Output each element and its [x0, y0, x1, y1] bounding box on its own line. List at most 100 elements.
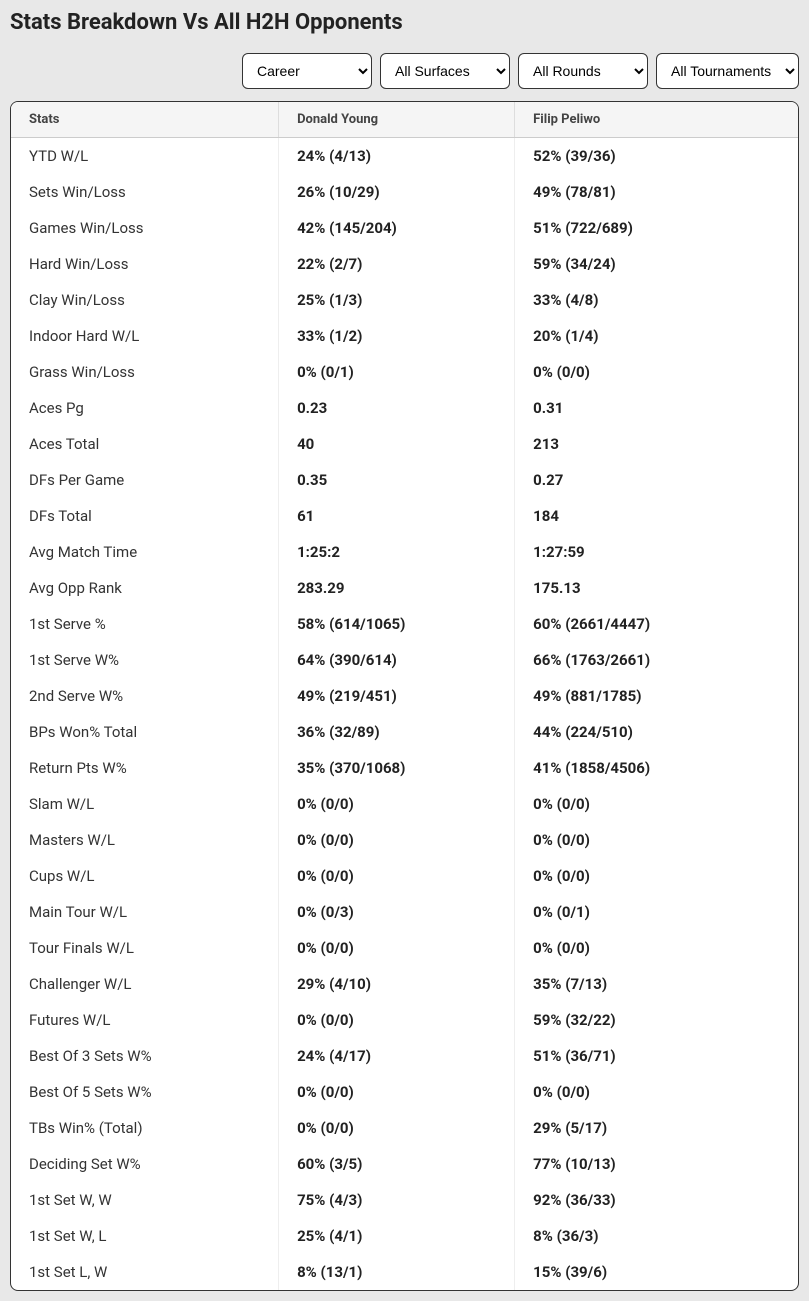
player1-value: 0% (0/0)	[279, 1074, 515, 1110]
stat-label: Games Win/Loss	[11, 210, 279, 246]
stat-label: TBs Win% (Total)	[11, 1110, 279, 1146]
player2-value: 51% (722/689)	[515, 210, 798, 246]
player2-value: 0% (0/0)	[515, 786, 798, 822]
table-row: Slam W/L0% (0/0)0% (0/0)	[11, 786, 798, 822]
player1-value: 0% (0/3)	[279, 894, 515, 930]
player1-value: 26% (10/29)	[279, 174, 515, 210]
player1-value: 75% (4/3)	[279, 1182, 515, 1218]
player2-value: 49% (881/1785)	[515, 678, 798, 714]
table-row: 2nd Serve W%49% (219/451)49% (881/1785)	[11, 678, 798, 714]
player1-value: 1:25:2	[279, 534, 515, 570]
player1-value: 42% (145/204)	[279, 210, 515, 246]
player1-value: 0% (0/0)	[279, 822, 515, 858]
player2-value: 0.27	[515, 462, 798, 498]
table-row: TBs Win% (Total)0% (0/0)29% (5/17)	[11, 1110, 798, 1146]
table-row: Avg Opp Rank283.29175.13	[11, 570, 798, 606]
table-row: Indoor Hard W/L33% (1/2)20% (1/4)	[11, 318, 798, 354]
table-row: 1st Set W, L25% (4/1)8% (36/3)	[11, 1218, 798, 1254]
player2-value: 60% (2661/4447)	[515, 606, 798, 642]
table-row: Hard Win/Loss22% (2/7)59% (34/24)	[11, 246, 798, 282]
player2-value: 66% (1763/2661)	[515, 642, 798, 678]
player2-value: 184	[515, 498, 798, 534]
stat-label: DFs Total	[11, 498, 279, 534]
player2-value: 92% (36/33)	[515, 1182, 798, 1218]
player2-value: 59% (34/24)	[515, 246, 798, 282]
stat-label: Best Of 5 Sets W%	[11, 1074, 279, 1110]
stat-label: Clay Win/Loss	[11, 282, 279, 318]
table-row: Futures W/L0% (0/0)59% (32/22)	[11, 1002, 798, 1038]
stat-label: Sets Win/Loss	[11, 174, 279, 210]
stat-label: DFs Per Game	[11, 462, 279, 498]
player2-value: 175.13	[515, 570, 798, 606]
stat-label: Return Pts W%	[11, 750, 279, 786]
player2-value: 8% (36/3)	[515, 1218, 798, 1254]
table-header-row: Stats Donald Young Filip Peliwo	[11, 102, 798, 138]
page-title: Stats Breakdown Vs All H2H Opponents	[10, 10, 799, 35]
player1-value: 33% (1/2)	[279, 318, 515, 354]
player1-value: 0% (0/0)	[279, 1110, 515, 1146]
player2-value: 51% (36/71)	[515, 1038, 798, 1074]
surface-select[interactable]: All Surfaces	[380, 53, 510, 89]
stat-label: Avg Match Time	[11, 534, 279, 570]
table-row: DFs Per Game0.350.27	[11, 462, 798, 498]
player2-value: 213	[515, 426, 798, 462]
player1-value: 283.29	[279, 570, 515, 606]
round-select[interactable]: All Rounds	[518, 53, 648, 89]
player1-value: 61	[279, 498, 515, 534]
stat-label: Futures W/L	[11, 1002, 279, 1038]
filters-row: Career All Surfaces All Rounds All Tourn…	[10, 53, 799, 89]
stat-label: 1st Set W, L	[11, 1218, 279, 1254]
table-row: BPs Won% Total36% (32/89)44% (224/510)	[11, 714, 798, 750]
tournament-select[interactable]: All Tournaments	[656, 53, 799, 89]
table-row: Challenger W/L29% (4/10)35% (7/13)	[11, 966, 798, 1002]
stats-table-container: Stats Donald Young Filip Peliwo YTD W/L2…	[10, 101, 799, 1291]
player2-value: 0% (0/0)	[515, 1074, 798, 1110]
player2-value: 0% (0/0)	[515, 858, 798, 894]
col-player2-header: Filip Peliwo	[515, 102, 798, 138]
stat-label: Deciding Set W%	[11, 1146, 279, 1182]
table-row: Deciding Set W%60% (3/5)77% (10/13)	[11, 1146, 798, 1182]
player1-value: 0.23	[279, 390, 515, 426]
player1-value: 25% (1/3)	[279, 282, 515, 318]
stat-label: Tour Finals W/L	[11, 930, 279, 966]
table-row: Return Pts W%35% (370/1068)41% (1858/450…	[11, 750, 798, 786]
player1-value: 8% (13/1)	[279, 1254, 515, 1290]
period-select[interactable]: Career	[242, 53, 372, 89]
table-row: 1st Set L, W8% (13/1)15% (39/6)	[11, 1254, 798, 1290]
stat-label: Masters W/L	[11, 822, 279, 858]
player2-value: 29% (5/17)	[515, 1110, 798, 1146]
player1-value: 0% (0/0)	[279, 930, 515, 966]
stat-label: BPs Won% Total	[11, 714, 279, 750]
player2-value: 15% (39/6)	[515, 1254, 798, 1290]
stat-label: Indoor Hard W/L	[11, 318, 279, 354]
table-row: Cups W/L0% (0/0)0% (0/0)	[11, 858, 798, 894]
table-row: Games Win/Loss42% (145/204)51% (722/689)	[11, 210, 798, 246]
table-row: Clay Win/Loss25% (1/3)33% (4/8)	[11, 282, 798, 318]
player2-value: 33% (4/8)	[515, 282, 798, 318]
stat-label: Cups W/L	[11, 858, 279, 894]
player1-value: 29% (4/10)	[279, 966, 515, 1002]
table-row: Aces Total40213	[11, 426, 798, 462]
player2-value: 49% (78/81)	[515, 174, 798, 210]
player2-value: 41% (1858/4506)	[515, 750, 798, 786]
table-row: Aces Pg0.230.31	[11, 390, 798, 426]
player1-value: 64% (390/614)	[279, 642, 515, 678]
player1-value: 0% (0/0)	[279, 1002, 515, 1038]
player1-value: 24% (4/17)	[279, 1038, 515, 1074]
stat-label: YTD W/L	[11, 138, 279, 175]
player1-value: 58% (614/1065)	[279, 606, 515, 642]
stat-label: Slam W/L	[11, 786, 279, 822]
table-row: Best Of 5 Sets W%0% (0/0)0% (0/0)	[11, 1074, 798, 1110]
table-row: Best Of 3 Sets W%24% (4/17)51% (36/71)	[11, 1038, 798, 1074]
stat-label: Challenger W/L	[11, 966, 279, 1002]
player1-value: 36% (32/89)	[279, 714, 515, 750]
stat-label: Grass Win/Loss	[11, 354, 279, 390]
player2-value: 35% (7/13)	[515, 966, 798, 1002]
player2-value: 0.31	[515, 390, 798, 426]
stat-label: Main Tour W/L	[11, 894, 279, 930]
player2-value: 0% (0/0)	[515, 930, 798, 966]
table-row: Main Tour W/L0% (0/3)0% (0/1)	[11, 894, 798, 930]
player2-value: 77% (10/13)	[515, 1146, 798, 1182]
stat-label: 1st Set W, W	[11, 1182, 279, 1218]
table-row: Sets Win/Loss26% (10/29)49% (78/81)	[11, 174, 798, 210]
